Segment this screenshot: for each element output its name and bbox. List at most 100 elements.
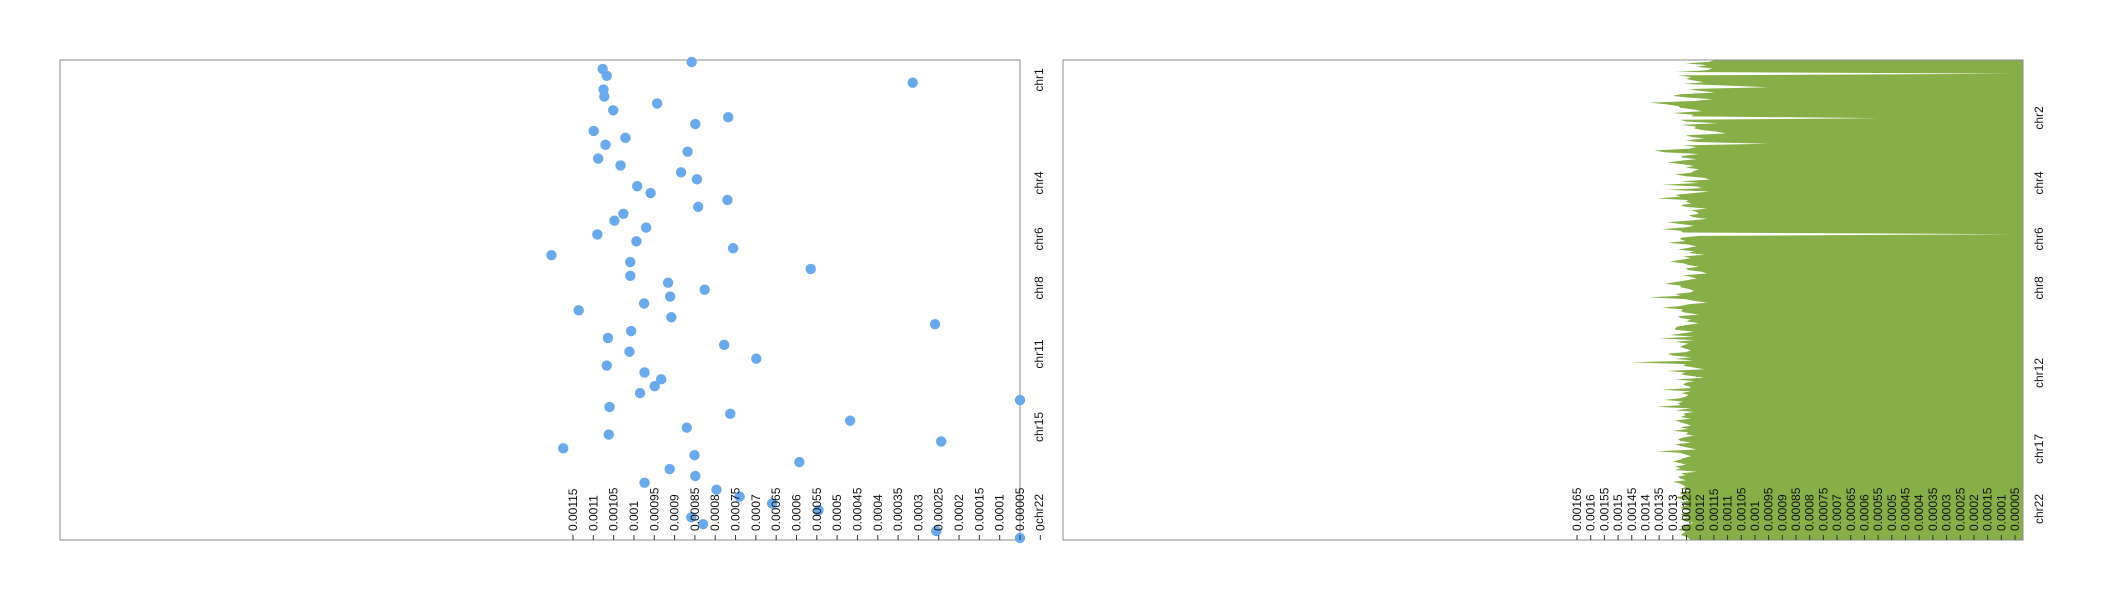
x-tick-label: 0.00025 <box>1953 487 1967 531</box>
x-tick-label: 0.00065 <box>769 487 783 531</box>
chromosome-label: chr11 <box>1032 339 1046 368</box>
scatter-point <box>718 339 730 351</box>
x-tick-label: 0.0008 <box>1803 494 1817 531</box>
scatter-point <box>725 408 736 420</box>
scatter-point <box>609 215 620 226</box>
x-tick-label: 0.0001 <box>993 494 1007 531</box>
scatter-point <box>603 429 614 440</box>
x-tick-label: 0.0014 <box>1638 494 1652 531</box>
chromosome-label: chr6 <box>2032 227 2046 251</box>
chromosome-label: chr8 <box>2032 276 2046 300</box>
scatter-point <box>602 332 614 344</box>
x-tick-label: 0.0005 <box>1885 494 1899 531</box>
x-tick-label: 0.00105 <box>607 487 621 531</box>
x-tick-label: 0.0008 <box>708 494 722 531</box>
x-tick-label: 0.00055 <box>1871 487 1885 531</box>
x-tick-label: 0.00155 <box>1597 487 1611 531</box>
x-tick-label: 0.0013 <box>1666 494 1680 531</box>
scatter-point <box>711 484 722 495</box>
x-tick-label: 0.00075 <box>1816 487 1830 531</box>
scatter-point <box>690 118 701 130</box>
x-tick-label: 0.00085 <box>688 487 702 531</box>
chromosome-label: chr17 <box>2032 434 2046 464</box>
scatter-point <box>666 312 677 323</box>
scatter-point <box>640 222 652 233</box>
scatter-point <box>615 160 626 171</box>
scatter-panel: 0.00115 0.0011 0.00105 0.001 0.00095 0.0009 0.… <box>59 56 1047 544</box>
scatter-point <box>558 443 569 454</box>
x-tick-label: 0.0012 <box>1693 494 1707 531</box>
scatter-point <box>601 70 612 81</box>
scatter-point <box>734 491 745 502</box>
chromosome-label: chr6 <box>1032 227 1046 251</box>
scatter-point <box>689 450 700 461</box>
x-tick-label: 0.00095 <box>1762 487 1776 531</box>
chromosome-label: chr4 <box>2032 171 2046 195</box>
x-tick-label: 0.00035 <box>1926 487 1940 531</box>
x-tick-label: 0.00065 <box>1844 487 1858 531</box>
x-tick-label: 0.001 <box>1748 501 1762 531</box>
x-tick-label: 0.00105 <box>1734 487 1748 531</box>
scatter-point <box>625 270 636 282</box>
x-tick-label: 0.00125 <box>1680 487 1694 531</box>
scatter-point <box>631 236 642 247</box>
scatter-point <box>844 415 856 426</box>
x-tick-label: 0.00135 <box>1652 487 1666 531</box>
x-tick-label: 0.0006 <box>790 494 804 531</box>
scatter-point <box>573 305 584 316</box>
scatter-point <box>625 325 637 337</box>
x-tick-label: 0.0001 <box>1994 494 2008 531</box>
x-tick-label: 0.00085 <box>1789 487 1803 531</box>
x-tick-label: 0.0009 <box>1775 494 1789 531</box>
x-tick-label: 0.00005 <box>1013 487 1027 531</box>
scatter-point <box>625 256 636 268</box>
scatter-point <box>697 519 709 530</box>
scatter-point <box>813 505 824 516</box>
x-tick-label: 0.0016 <box>1584 494 1598 531</box>
chromosome-label: chr8 <box>1032 276 1046 300</box>
scatter-point <box>599 91 610 102</box>
scatter-point <box>664 291 676 302</box>
x-tick-label: 0.0002 <box>1967 494 1981 531</box>
area-panel: 0.00165 0.0016 0.00155 0.0015 0.00145 0.0014 0… <box>1062 59 2046 541</box>
x-tick-label: 0.00115 <box>1707 488 1721 531</box>
x-tick-label: 0.00045 <box>850 487 864 531</box>
scatter-point <box>634 387 646 399</box>
scatter-point <box>664 463 675 475</box>
chromosome-label: chr22 <box>1032 494 1046 524</box>
scatter-point <box>649 381 660 392</box>
scatter-point <box>723 111 734 123</box>
scatter-point <box>751 353 762 364</box>
scatter-point <box>639 477 650 489</box>
scatter-point <box>632 180 643 192</box>
x-tick-label: 0.00115 <box>566 488 580 531</box>
chromosome-label: chr1 <box>1032 68 1046 92</box>
scatter-point <box>691 174 703 185</box>
x-tick-label: 0.0003 <box>911 494 925 531</box>
area-plot-frame <box>1062 59 2024 541</box>
scatter-point <box>931 525 942 537</box>
scatter-point <box>929 318 941 330</box>
scatter-point <box>601 360 612 371</box>
scatter-point <box>592 153 604 164</box>
x-tick-label: 0.00045 <box>1899 487 1913 531</box>
scatter-point <box>690 470 701 482</box>
scatter-point <box>699 284 710 295</box>
scatter-point <box>638 298 650 309</box>
x-tick-label: 0.00025 <box>932 487 946 531</box>
x-tick-label: 0.0004 <box>871 494 885 531</box>
area-series <box>1630 60 2023 540</box>
scatter-point <box>662 277 674 288</box>
scatter-point <box>618 208 629 219</box>
x-tick-label: 0.0011 <box>586 495 600 531</box>
scatter-point <box>608 105 619 116</box>
x-tick-label: 0.0011 <box>1721 495 1735 531</box>
x-tick-label: 0.00015 <box>972 487 986 531</box>
scatter-point <box>600 139 611 150</box>
scatter-point <box>645 187 656 199</box>
x-tick-label: 0.0006 <box>1857 494 1871 531</box>
chromosome-label: chr22 <box>2032 494 2046 524</box>
x-tick-label: 0.00095 <box>647 487 661 531</box>
scatter-point <box>935 436 947 447</box>
